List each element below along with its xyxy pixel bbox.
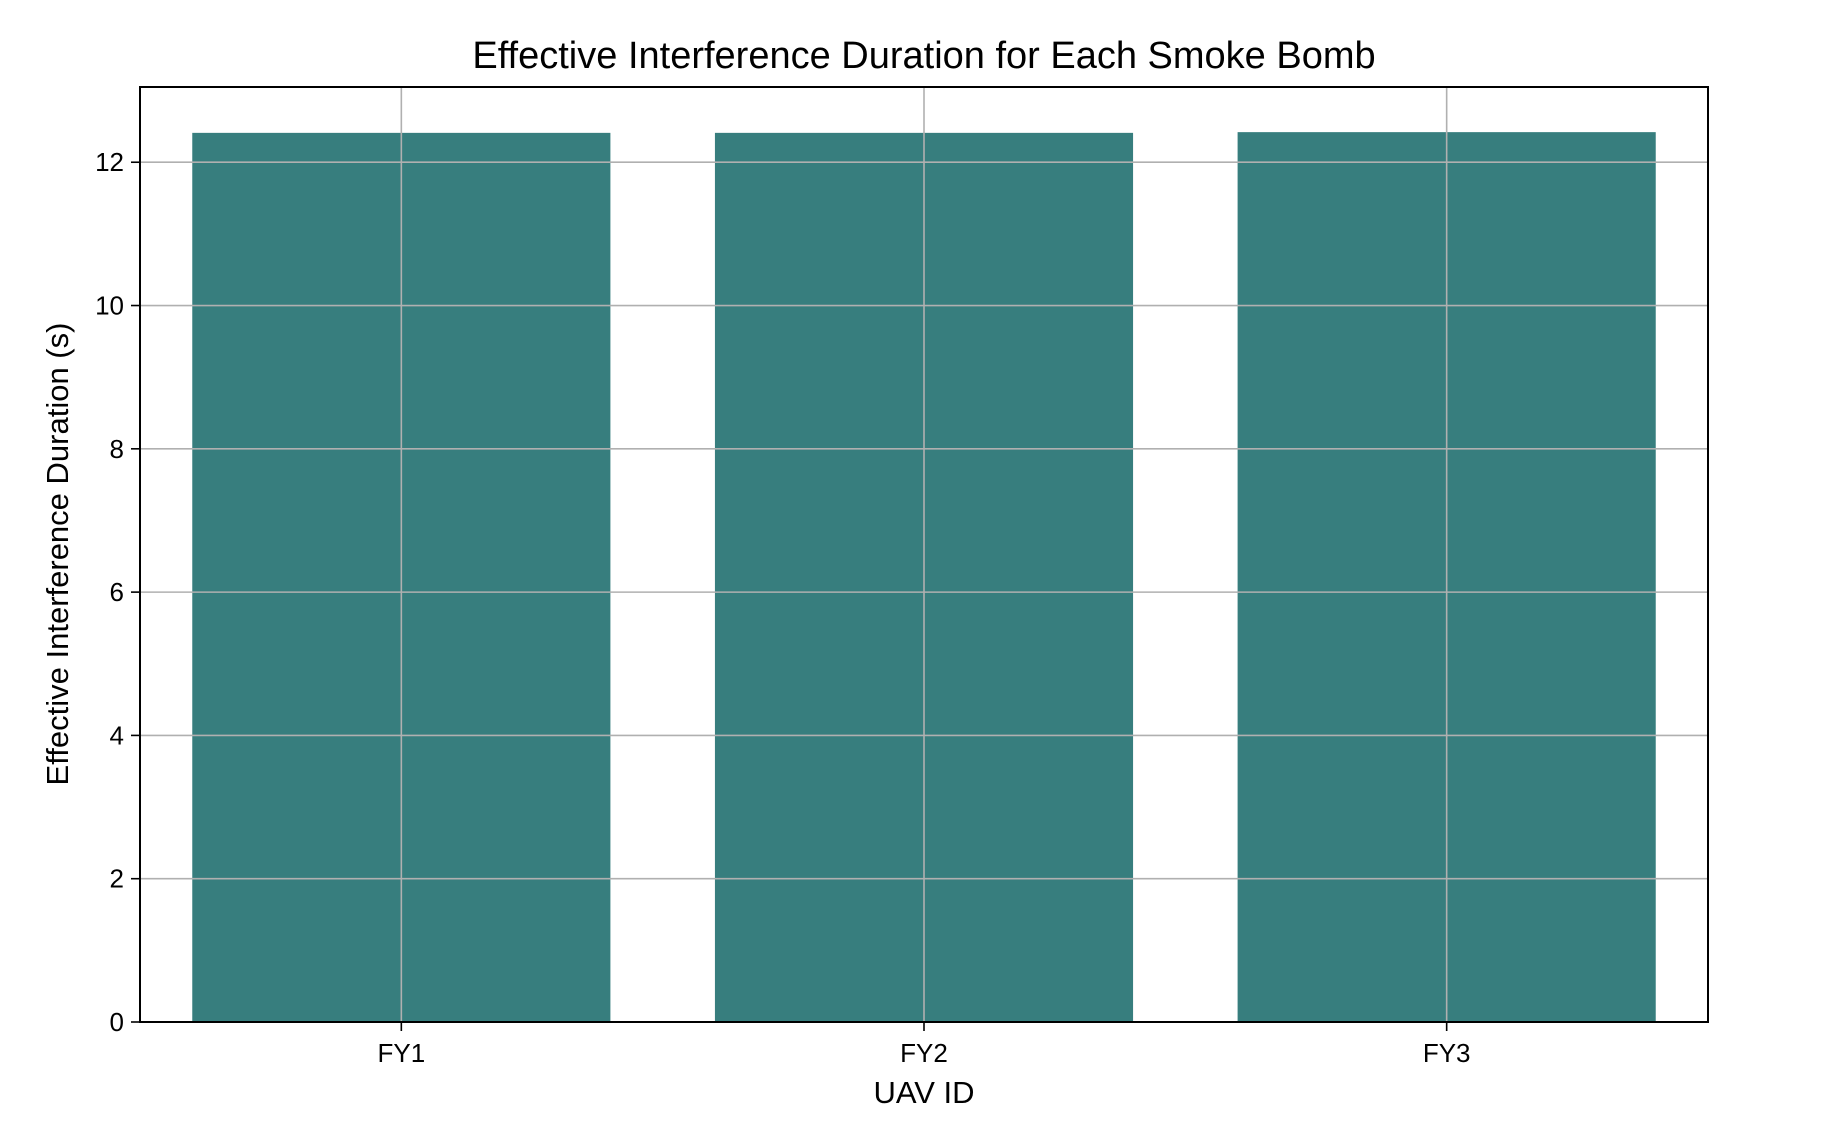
y-axis: 0 2 4 6 8 10 12 (95, 147, 140, 1037)
plot-frame (139, 86, 1709, 1023)
y-tick-label: 10 (95, 291, 124, 321)
y-tick-label: 12 (95, 147, 124, 177)
y-tick-label: 6 (110, 577, 124, 607)
x-axis-title: UAV ID (873, 1075, 974, 1110)
y-tick-label: 8 (110, 434, 124, 464)
x-tick-label-fy3: FY3 (1423, 1038, 1471, 1068)
y-tick-label: 0 (110, 1007, 124, 1037)
chart-title: Effective Interference Duration for Each… (472, 35, 1375, 77)
x-axis: FY1 FY2 FY3 (377, 1022, 1471, 1068)
y-tick-label: 2 (110, 864, 124, 894)
x-tick-label-fy1: FY1 (377, 1038, 425, 1068)
x-tick-label-fy2: FY2 (900, 1038, 948, 1068)
y-tick-label: 4 (110, 720, 124, 750)
y-axis-title: Effective Interference Duration (s) (40, 323, 75, 786)
